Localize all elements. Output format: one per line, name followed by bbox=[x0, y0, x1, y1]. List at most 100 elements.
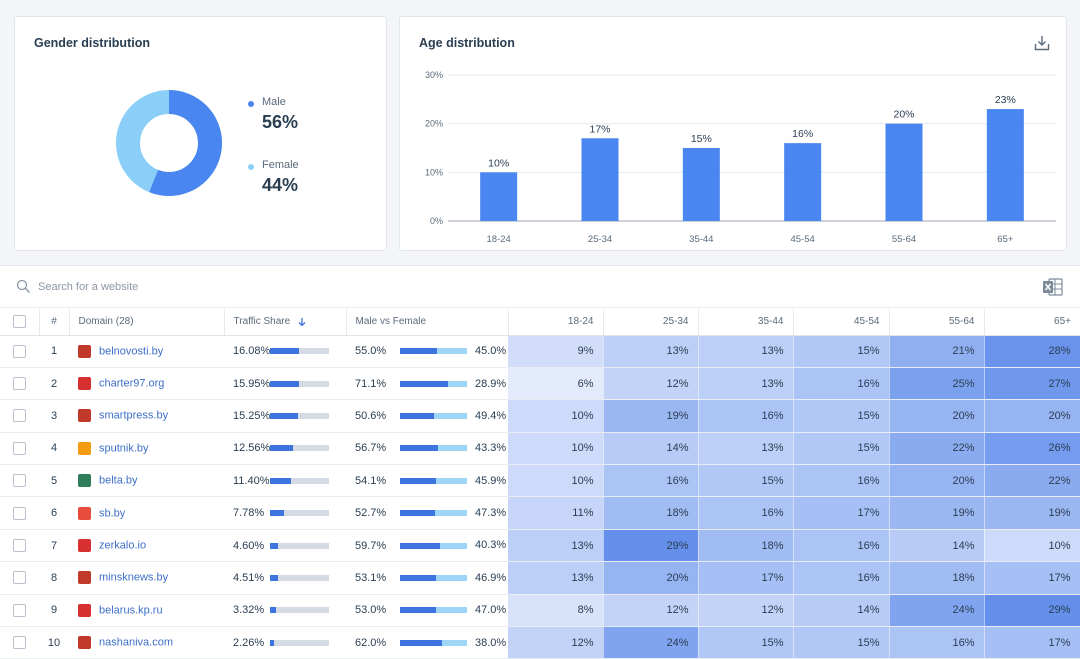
male-share-value: 71.1% bbox=[355, 377, 387, 390]
download-icon[interactable] bbox=[1033, 34, 1051, 52]
traffic-share-bar-fill bbox=[270, 413, 298, 420]
domain-link[interactable]: belarus.kp.ru bbox=[99, 604, 163, 617]
header-traffic-share[interactable]: Traffic Share bbox=[224, 309, 347, 336]
row-select-cell bbox=[0, 594, 39, 628]
row-checkbox[interactable] bbox=[13, 409, 26, 423]
table-row[interactable]: 6 sb.by 7.78% 52.7% 47.3% 11% 18% 16% 17% 19% 19% bbox=[0, 496, 1080, 530]
table-row[interactable]: 7 zerkalo.io 4.60% 59.7% 40.3% 13% 29% 18% 16% 14… bbox=[0, 529, 1080, 563]
x-category-label: 35-44 bbox=[689, 234, 713, 245]
age-share-cell: 14% bbox=[889, 529, 985, 563]
domain-link[interactable]: belta.by bbox=[99, 474, 138, 487]
age-bar bbox=[986, 109, 1024, 221]
female-label: Female bbox=[262, 159, 299, 171]
websites-table-card: # Domain (28) Traffic Share Male vs Fema… bbox=[0, 265, 1080, 659]
x-category-label: 18-24 bbox=[487, 234, 511, 245]
row-select-cell bbox=[0, 626, 39, 659]
header-male-vs-female[interactable]: Male vs Female bbox=[346, 309, 509, 336]
row-checkbox[interactable] bbox=[13, 474, 26, 488]
age-bar bbox=[480, 172, 518, 221]
age-share-cell: 8% bbox=[508, 594, 604, 628]
sort-down-icon[interactable] bbox=[297, 317, 307, 327]
age-share-cell: 15% bbox=[698, 626, 794, 659]
row-male-vs-female: 52.7% 47.3% bbox=[346, 496, 508, 530]
domain-link[interactable]: zerkalo.io bbox=[99, 539, 147, 552]
male-female-bar bbox=[400, 574, 467, 581]
male-share-bar-fill bbox=[400, 542, 440, 549]
row-select-cell bbox=[0, 561, 39, 595]
age-share-cell: 15% bbox=[793, 335, 890, 368]
header-age-35-44[interactable]: 35-44 bbox=[698, 309, 794, 336]
domain-link[interactable]: minsknews.by bbox=[99, 571, 169, 584]
age-bar bbox=[784, 143, 822, 221]
age-share-cell: 18% bbox=[889, 561, 985, 595]
table-row[interactable]: 4 sputnik.by 12.56% 56.7% 43.3% 10% 14% 13% 15% 2… bbox=[0, 432, 1080, 466]
age-share-cell: 15% bbox=[698, 464, 794, 498]
search-input[interactable] bbox=[38, 276, 338, 298]
select-all-checkbox[interactable] bbox=[12, 315, 26, 329]
male-share-value: 59.7% bbox=[355, 539, 387, 552]
header-age-18-24[interactable]: 18-24 bbox=[508, 309, 604, 336]
age-share-cell: 29% bbox=[603, 529, 699, 563]
table-row[interactable]: 5 belta.by 11.40% 54.1% 45.9% 10% 16% 15% 16% 20%… bbox=[0, 464, 1080, 498]
table-row[interactable]: 9 belarus.kp.ru 3.32% 53.0% 47.0% 8% 12% 12% 14%… bbox=[0, 594, 1080, 628]
age-bar bbox=[682, 148, 720, 221]
traffic-share-value: 15.95% bbox=[233, 377, 271, 390]
site-favicon-icon bbox=[78, 344, 91, 358]
row-checkbox[interactable] bbox=[13, 636, 26, 650]
domain-link[interactable]: nashaniva.com bbox=[99, 636, 173, 649]
domain-link[interactable]: charter97.org bbox=[99, 377, 165, 390]
age-share-cell: 17% bbox=[984, 561, 1080, 595]
table-row[interactable]: 10 nashaniva.com 2.26% 62.0% 38.0% 12% 24% 15% 1… bbox=[0, 626, 1080, 659]
domain-link[interactable]: sputnik.by bbox=[99, 442, 149, 455]
row-checkbox[interactable] bbox=[13, 377, 26, 391]
row-select-cell bbox=[0, 464, 39, 498]
age-share-cell: 12% bbox=[603, 367, 699, 401]
table-row[interactable]: 8 minsknews.by 4.51% 53.1% 46.9% 13% 20% 17% 16%… bbox=[0, 561, 1080, 595]
row-rank: 2 bbox=[39, 367, 69, 401]
row-domain-cell: minsknews.by bbox=[69, 561, 224, 595]
header-age-65-plus[interactable]: 65+ bbox=[984, 309, 1080, 336]
age-card-title: Age distribution bbox=[419, 36, 515, 50]
row-rank: 3 bbox=[39, 399, 69, 433]
row-select-cell bbox=[0, 399, 39, 433]
age-share-cell: 13% bbox=[508, 529, 604, 563]
row-male-vs-female: 59.7% 40.3% bbox=[346, 529, 508, 563]
header-age-45-54[interactable]: 45-54 bbox=[793, 309, 890, 336]
row-checkbox[interactable] bbox=[13, 441, 26, 455]
age-share-cell: 14% bbox=[603, 432, 699, 466]
header-age-25-34[interactable]: 25-34 bbox=[603, 309, 699, 336]
table-row[interactable]: 2 charter97.org 15.95% 71.1% 28.9% 6% 12% 13% 16… bbox=[0, 367, 1080, 401]
row-domain-cell: nashaniva.com bbox=[69, 626, 224, 659]
row-checkbox[interactable] bbox=[13, 539, 26, 553]
male-share-bar-fill bbox=[400, 380, 448, 387]
row-checkbox[interactable] bbox=[13, 571, 26, 585]
table-row[interactable]: 1 belnovosti.by 16.08% 55.0% 45.0% 9% 13% 13% 15… bbox=[0, 335, 1080, 368]
donut-male-segment bbox=[116, 90, 222, 196]
row-checkbox[interactable] bbox=[13, 344, 26, 358]
age-share-cell: 10% bbox=[508, 432, 604, 466]
row-checkbox[interactable] bbox=[13, 506, 26, 520]
table-row[interactable]: 3 smartpress.by 15.25% 50.6% 49.4% 10% 19% 16% 1… bbox=[0, 399, 1080, 433]
traffic-share-value: 7.78% bbox=[233, 507, 265, 520]
site-favicon-icon bbox=[78, 409, 91, 423]
age-share-cell: 22% bbox=[889, 432, 985, 466]
age-share-cell: 17% bbox=[698, 561, 794, 595]
age-share-cell: 13% bbox=[698, 367, 794, 401]
row-traffic-share: 16.08% bbox=[224, 335, 346, 368]
domain-link[interactable]: smartpress.by bbox=[99, 409, 169, 422]
domain-link[interactable]: belnovosti.by bbox=[99, 345, 164, 358]
header-age-55-64[interactable]: 55-64 bbox=[889, 309, 985, 336]
age-bar-chart: 0% 10% 20% 30% 10% 18-24 17% 25-34 15% 35-44 16% 45… bbox=[425, 70, 1056, 245]
header-domain[interactable]: Domain (28) bbox=[69, 309, 225, 336]
excel-icon[interactable] bbox=[1042, 277, 1064, 297]
male-female-bar bbox=[400, 413, 467, 420]
row-rank: 10 bbox=[39, 626, 69, 659]
domain-link[interactable]: sb.by bbox=[99, 507, 126, 520]
traffic-share-value: 2.26% bbox=[233, 636, 265, 649]
male-share-value: 53.1% bbox=[355, 571, 387, 584]
male-share-bar-fill bbox=[400, 348, 437, 355]
female-share-value: 47.3% bbox=[475, 507, 507, 520]
male-share-value: 52.7% bbox=[355, 507, 387, 520]
row-checkbox[interactable] bbox=[13, 603, 26, 617]
row-rank: 5 bbox=[39, 464, 69, 498]
